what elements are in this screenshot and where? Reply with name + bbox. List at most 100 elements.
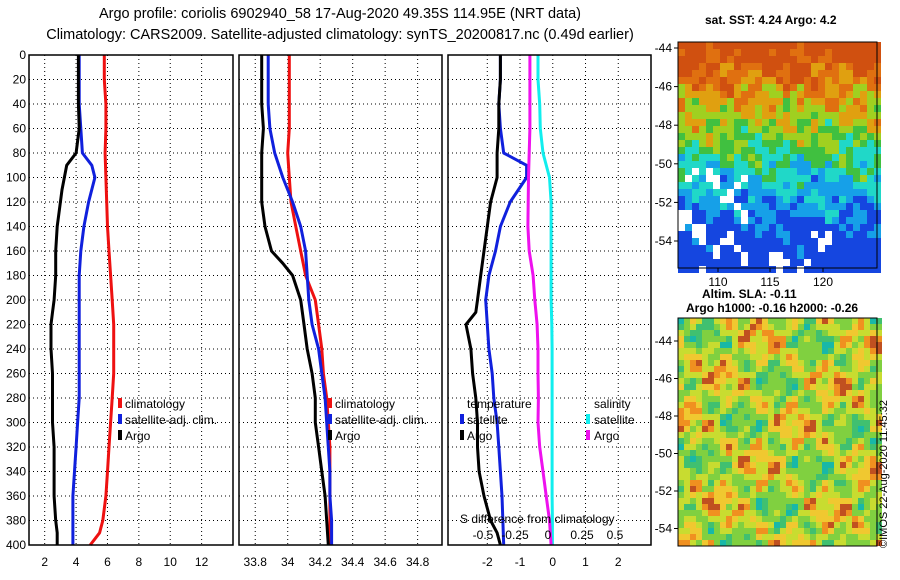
map-cell [811, 112, 818, 119]
map-cell [726, 330, 732, 336]
map-cell [832, 238, 839, 245]
map-cell [822, 336, 828, 342]
map-cell [774, 444, 780, 450]
map-cell [846, 231, 853, 238]
map-cell [840, 450, 846, 456]
map-cell [804, 336, 810, 342]
map-cell [708, 318, 714, 324]
map-cell [834, 444, 840, 450]
map-cell [713, 42, 720, 49]
map-cell [797, 119, 804, 126]
map-cell [727, 126, 734, 133]
map-cell [832, 147, 839, 154]
map-cell [870, 354, 876, 360]
map-cell [853, 105, 860, 112]
map-cell [797, 49, 804, 56]
map-cell [696, 372, 702, 378]
map-cell [708, 396, 714, 402]
map-cell [713, 84, 720, 91]
map-cell [876, 534, 882, 540]
map-cell [783, 154, 790, 161]
map-cell [858, 360, 864, 366]
map-cell [727, 266, 734, 273]
map-cell [748, 217, 755, 224]
map-cell [828, 522, 834, 528]
map-cell [828, 486, 834, 492]
map-cell [798, 378, 804, 384]
map-cell [768, 408, 774, 414]
map-cell [828, 384, 834, 390]
map-cell [678, 396, 684, 402]
y-tick-label: 280 [6, 391, 26, 405]
map-cell [678, 336, 684, 342]
map-cell [702, 336, 708, 342]
map-cell [797, 112, 804, 119]
map-cell [727, 217, 734, 224]
map-cell [706, 189, 713, 196]
map-cell [810, 540, 816, 546]
map-cell [832, 161, 839, 168]
map-cell [720, 126, 727, 133]
map-cell [853, 140, 860, 147]
map-cell [792, 444, 798, 450]
map-cell [858, 414, 864, 420]
map-cell [786, 396, 792, 402]
map-cell [713, 126, 720, 133]
map-cell [750, 330, 756, 336]
map-cell [734, 49, 741, 56]
map-cell [846, 63, 853, 70]
map-cell [822, 378, 828, 384]
map-cell [713, 98, 720, 105]
map-cell [876, 402, 882, 408]
map-cell [762, 378, 768, 384]
map-cell [834, 372, 840, 378]
x-tick-label: 1 [582, 555, 589, 569]
y-tick-label: 340 [6, 465, 26, 479]
map-cell [839, 175, 846, 182]
map-cell [776, 259, 783, 266]
map-cell [732, 348, 738, 354]
map-cell [870, 456, 876, 462]
map-cell [846, 203, 853, 210]
map-cell [690, 540, 696, 546]
map-cell [818, 70, 825, 77]
map-cell [825, 231, 832, 238]
map-cell [797, 84, 804, 91]
map-cell [870, 522, 876, 528]
map-cell [858, 390, 864, 396]
map-cell [744, 510, 750, 516]
map-cell [774, 438, 780, 444]
map-cell [702, 342, 708, 348]
map-cell [867, 112, 874, 119]
map-cell [762, 63, 769, 70]
map-cell [692, 112, 699, 119]
map-cell [684, 504, 690, 510]
map-cell [769, 119, 776, 126]
map-cell [734, 70, 741, 77]
map-cell [852, 318, 858, 324]
map-cell [825, 77, 832, 84]
map-cell [678, 444, 684, 450]
map-cell [692, 161, 699, 168]
map-cell [699, 259, 706, 266]
map-cell [867, 70, 874, 77]
map-cell [804, 224, 811, 231]
x-axis-label: S difference from climatology [460, 512, 615, 526]
map-cell [734, 266, 741, 273]
map-cell [867, 77, 874, 84]
map-cell [798, 318, 804, 324]
map-cell [846, 420, 852, 426]
map-cell [860, 126, 867, 133]
map-cell [825, 196, 832, 203]
map-cell [690, 336, 696, 342]
map-cell [769, 91, 776, 98]
sla-map-image [678, 318, 882, 546]
y-tick-label: 120 [6, 195, 26, 209]
map-cell [748, 224, 755, 231]
panel-frame [28, 54, 234, 546]
map-cell [699, 189, 706, 196]
map-cell [699, 196, 706, 203]
map-cell [870, 408, 876, 414]
map-cell [696, 390, 702, 396]
map-cell [876, 432, 882, 438]
